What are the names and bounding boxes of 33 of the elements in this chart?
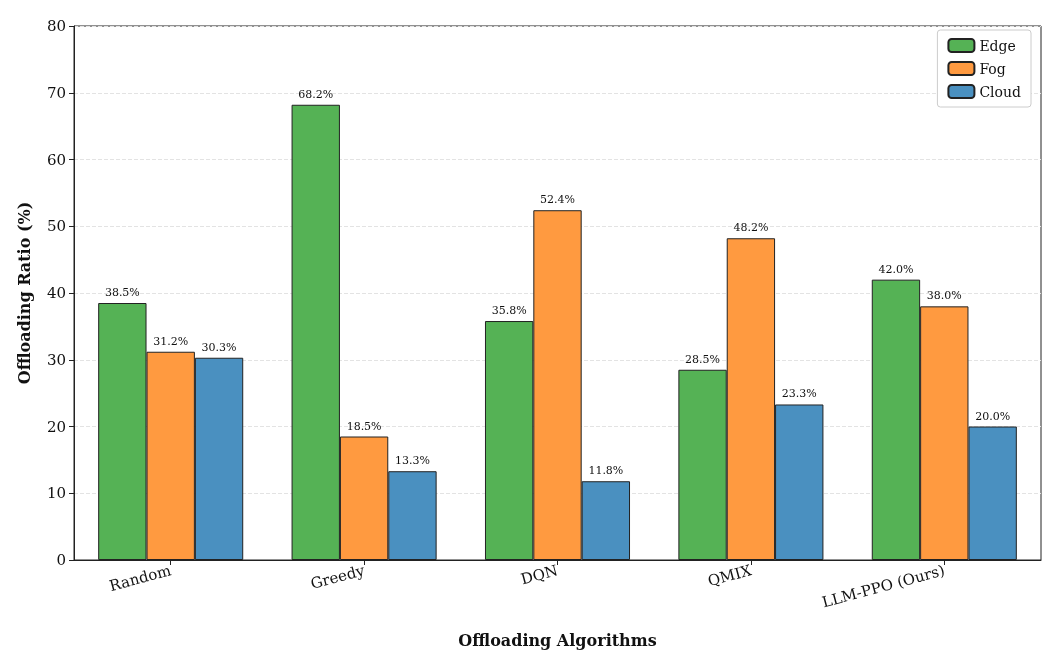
data-label: 42.0% xyxy=(878,262,914,276)
data-label: 20.0% xyxy=(975,409,1011,423)
data-label: 48.2% xyxy=(733,221,769,235)
data-label: 13.3% xyxy=(394,454,430,468)
data-label: 35.8% xyxy=(491,304,527,318)
data-label: 68.2% xyxy=(298,87,334,101)
y-tick-label: 30 xyxy=(46,350,66,369)
x-tick-label: Greedy xyxy=(308,561,367,593)
x-tick-label: QMIX xyxy=(705,561,754,591)
y-axis-title: Offloading Ratio (%) xyxy=(14,201,34,385)
legend-label: Edge xyxy=(979,37,1016,54)
y-tick-label: 20 xyxy=(46,417,66,436)
data-label: 31.2% xyxy=(153,334,189,348)
data-label: 23.3% xyxy=(781,387,817,401)
data-label: 11.8% xyxy=(588,464,624,478)
data-label: 28.5% xyxy=(685,352,721,366)
y-tick-label: 0 xyxy=(56,551,66,569)
data-label: 38.0% xyxy=(926,289,962,303)
x-axis-title: Offloading Algorithms xyxy=(458,630,657,650)
y-tick-label: 80 xyxy=(46,17,66,35)
y-tick-label: 10 xyxy=(46,484,66,503)
x-tick-label: DQN xyxy=(518,561,560,589)
x-tick-label: Random xyxy=(107,561,174,596)
data-label: 18.5% xyxy=(346,419,382,433)
y-tick-label: 50 xyxy=(46,217,66,236)
legend-label: Cloud xyxy=(979,83,1022,100)
data-label: 52.4% xyxy=(540,193,575,207)
y-tick-label: 40 xyxy=(46,284,66,302)
legend-label: Fog xyxy=(979,60,1006,77)
data-label: 38.5% xyxy=(104,286,140,300)
data-label: 30.3% xyxy=(201,340,237,354)
y-tick-label: 60 xyxy=(46,150,66,169)
y-tick-label: 70 xyxy=(46,83,66,102)
